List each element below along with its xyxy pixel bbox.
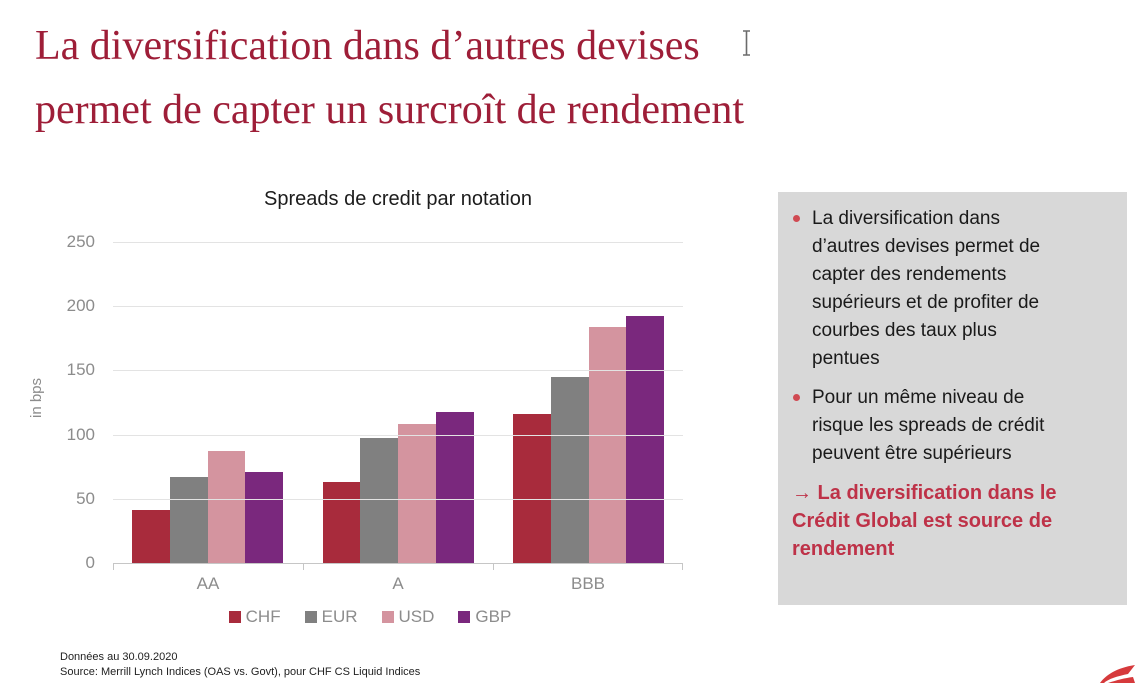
x-label-A: A [392,574,404,593]
gridline-50 [113,498,683,500]
bar-groups [113,242,683,563]
brand-logo-icon [1100,665,1135,683]
bullet-text: La diversification dans d’autres devises… [812,208,1041,369]
legend-item-CHF: CHF [228,607,281,627]
y-tick-250: 250 [66,232,95,251]
y-axis-ticks: 0 50 100 150 200 250 [45,232,95,572]
footer-source: Source: Merrill Lynch Indices (OAS vs. G… [60,666,421,678]
text-cursor-icon [743,30,750,56]
legend-label-USD: USD [398,607,435,626]
chart-title: Spreads de credit par notation [264,188,532,210]
y-tick-50: 50 [76,488,95,508]
bar-EUR-BBB [550,376,589,563]
bullet-dot-icon [793,394,800,401]
x-axis-tick [682,564,683,570]
y-tick-150: 150 [66,360,95,380]
legend-label-GBP: GBP [475,607,512,626]
legend-label-EUR: EUR [321,607,358,626]
y-tick-100: 100 [66,424,95,444]
page-title: La diversification dans d’autres devises… [35,23,745,133]
y-axis-label: in bps [28,377,45,418]
bullet-dot-icon [793,215,800,222]
bar-GBP-A [435,411,474,563]
bar-group-A [322,242,474,563]
bar-EUR-AA [169,476,208,563]
x-axis-tick [493,564,494,570]
bullet-item: La diversification dans d’autres devises… [790,205,1113,373]
x-label-BBB: BBB [570,574,606,593]
bar-CHF-A [322,482,361,563]
plot-area [113,242,683,570]
bar-GBP-BBB [626,316,664,563]
legend-swatch-CHF [228,611,241,623]
y-tick-0: 0 [85,553,95,572]
gridline-250 [113,242,683,243]
y-tick-200: 200 [66,296,95,316]
bar-group-BBB [513,242,664,563]
legend-label-CHF: CHF [245,607,281,626]
bar-USD-BBB [588,326,627,563]
legend-item-USD: USD [381,607,435,627]
bullet-text: Pour un même niveau de risque les spread… [812,387,1045,464]
bar-USD-AA [207,451,246,563]
bar-CHF-AA [132,510,170,563]
footer: Données au 30.09.2020 Source: Merrill Ly… [60,650,420,680]
gridline-100 [113,434,683,436]
bar-CHF-BBB [513,414,551,563]
legend-item-GBP: GBP [458,607,511,627]
bar-EUR-A [360,438,398,563]
x-axis-tick [113,564,114,570]
key-points-panel: La diversification dans d’autres devises… [778,192,1127,605]
x-axis-tick [303,564,304,570]
footer-date: Données au 30.09.2020 [60,651,178,663]
legend-swatch-USD [381,611,394,623]
x-axis-labels: AA A BBB [113,574,683,594]
gridline-150 [113,370,683,372]
bullet-item: Pour un même niveau de risque les spread… [790,384,1113,468]
legend-swatch-GBP [458,611,471,623]
legend-swatch-EUR [304,611,317,623]
bar-USD-A [398,424,436,563]
legend: CHF EUR USD GBP [85,607,655,627]
bar-GBP-AA [245,471,283,563]
bar-group-AA [132,242,283,563]
conclusion-text: → La diversification dans le Crédit Glob… [792,482,1057,560]
x-label-AA: AA [196,574,220,593]
gridline-200 [113,306,683,308]
legend-item-EUR: EUR [304,607,358,627]
